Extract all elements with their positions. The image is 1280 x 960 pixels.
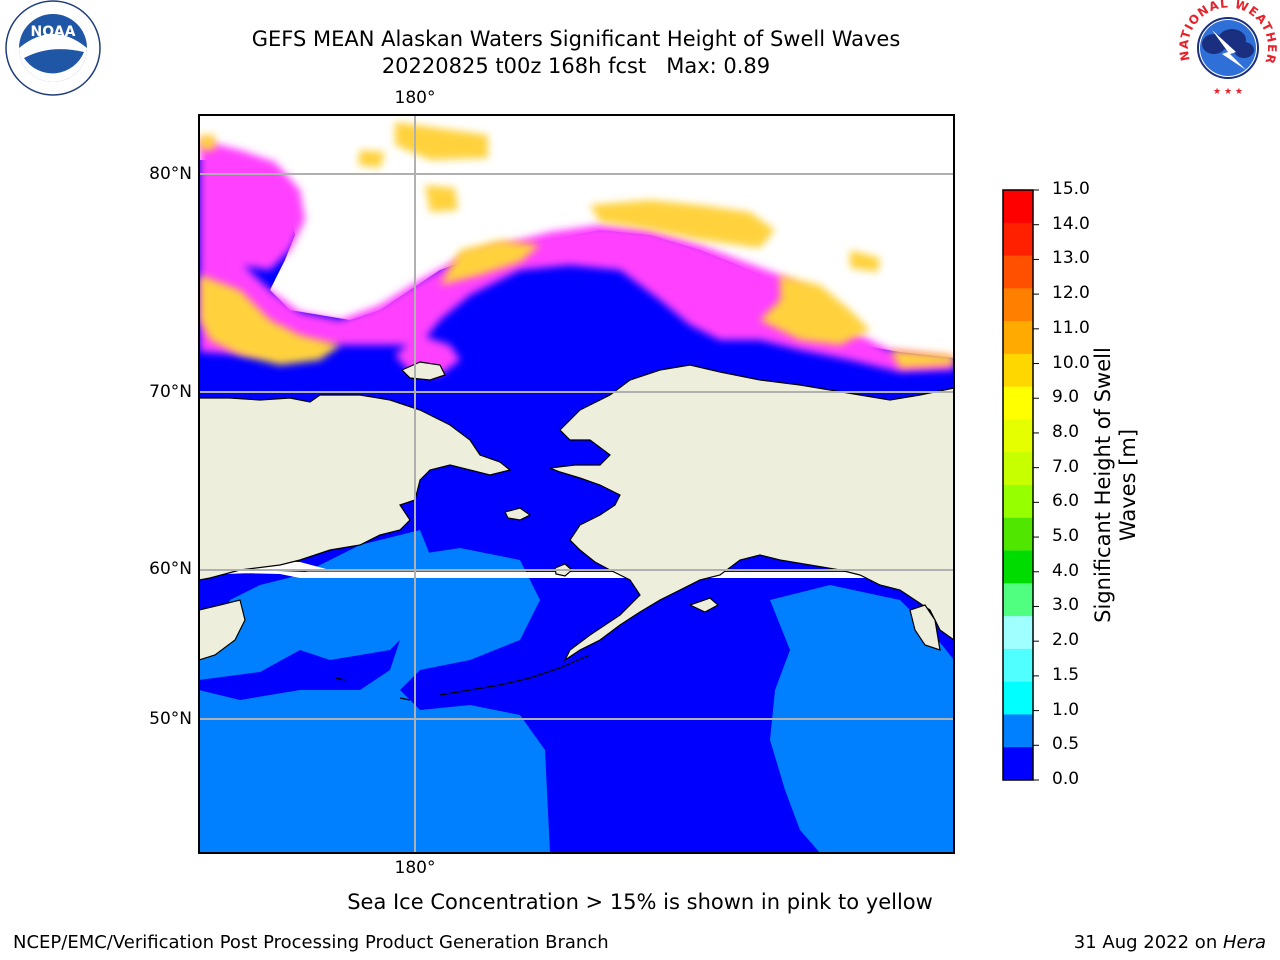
- footer-date: 31 Aug 2022 on: [1073, 932, 1223, 953]
- lat-label-60n: 60°N: [149, 559, 192, 579]
- colorbar-tick-label: 15.0: [1052, 179, 1090, 199]
- colorbar-swatch: [1003, 714, 1033, 748]
- lat-label-50n: 50°N: [149, 709, 192, 729]
- colorbar-tick-label: 5.0: [1052, 526, 1080, 547]
- footer-machine: Hera: [1222, 932, 1266, 953]
- swell-0.5-1.0-region: [199, 530, 954, 853]
- colorbar-tick-label: 9.0: [1052, 387, 1080, 408]
- colorbar-tick-label: 14.0: [1052, 213, 1090, 234]
- colorbar-tick-label: 7.0: [1052, 456, 1080, 477]
- colorbar-tick-label: 13.0: [1052, 248, 1090, 269]
- title-line-1: GEFS MEAN Alaskan Waters Significant Hei…: [251, 27, 901, 51]
- colorbar-swatch: [1003, 353, 1033, 388]
- svg-text:★ ★ ★: ★ ★ ★: [1213, 87, 1243, 97]
- colorbar-swatch: [1003, 583, 1033, 617]
- colorbar: [1002, 189, 1039, 781]
- lon-label-top: 180°: [394, 88, 436, 108]
- colorbar-swatch: [1003, 648, 1033, 683]
- colorbar-tick-label: 2.0: [1052, 630, 1080, 651]
- colorbar-swatch: [1003, 747, 1033, 781]
- colorbar-swatch: [1003, 190, 1033, 224]
- colorbar-tick-label: 3.0: [1052, 595, 1080, 616]
- sea-ice-region: [200, 140, 954, 375]
- colorbar-swatch: [1003, 419, 1033, 453]
- footer-right: 31 Aug 2022 on Hera: [1074, 932, 1266, 953]
- colorbar-swatch: [1003, 616, 1033, 650]
- colorbar-tick-label: 4.0: [1052, 560, 1080, 581]
- noaa-logo: NOAA: [5, 0, 101, 96]
- colorbar-swatch: [1003, 222, 1033, 257]
- colorbar-swatch: [1003, 288, 1033, 322]
- colorbar-tick-label: 1.0: [1052, 699, 1080, 720]
- colorbar-tick-label: 10.0: [1052, 352, 1090, 373]
- colorbar-swatch: [1003, 255, 1033, 289]
- colorbar-tick-label: 8.0: [1052, 421, 1080, 442]
- land-region: [199, 361, 954, 662]
- colorbar-swatch: [1003, 681, 1033, 715]
- colorbar-frame: [1002, 189, 1034, 781]
- colorbar-swatch: [1003, 452, 1033, 486]
- colorbar-tick-label: 11.0: [1052, 317, 1090, 338]
- noaa-logo-text: NOAA: [31, 24, 76, 40]
- colorbar-tick-label: 6.0: [1052, 491, 1080, 512]
- colorbar-swatch: [1003, 485, 1033, 519]
- colorbar-label: Significant Height of Swell Waves [m]: [1091, 347, 1140, 623]
- title-line-2: 20220825 t00z 168h fcst Max: 0.89: [381, 54, 771, 78]
- lat-label-80n: 80°N: [149, 164, 192, 184]
- aleutian-islands: [334, 654, 591, 701]
- sea-ice-high-region: [200, 122, 954, 368]
- colorbar-tick-label: 1.5: [1052, 664, 1080, 685]
- colorbar-swatch: [1003, 550, 1033, 584]
- colorbar-tick-label: 0.0: [1052, 769, 1080, 789]
- colorbar-swatch: [1003, 321, 1033, 355]
- colorbar-swatch: [1003, 517, 1033, 552]
- lon-label-bottom: 180°: [394, 858, 436, 878]
- colorbar-tick-label: 0.5: [1052, 734, 1080, 755]
- map-frame: [198, 114, 955, 854]
- colorbar-tick-label: 12.0: [1052, 283, 1090, 304]
- colorbar-swatch: [1003, 386, 1033, 420]
- lat-label-70n: 70°N: [149, 382, 192, 402]
- sea-ice-note: Sea Ice Concentration > 15% is shown in …: [347, 890, 933, 914]
- footer-left: NCEP/EMC/Verification Post Processing Pr…: [13, 932, 609, 953]
- map-panel: [199, 115, 954, 853]
- graticule: [199, 115, 954, 853]
